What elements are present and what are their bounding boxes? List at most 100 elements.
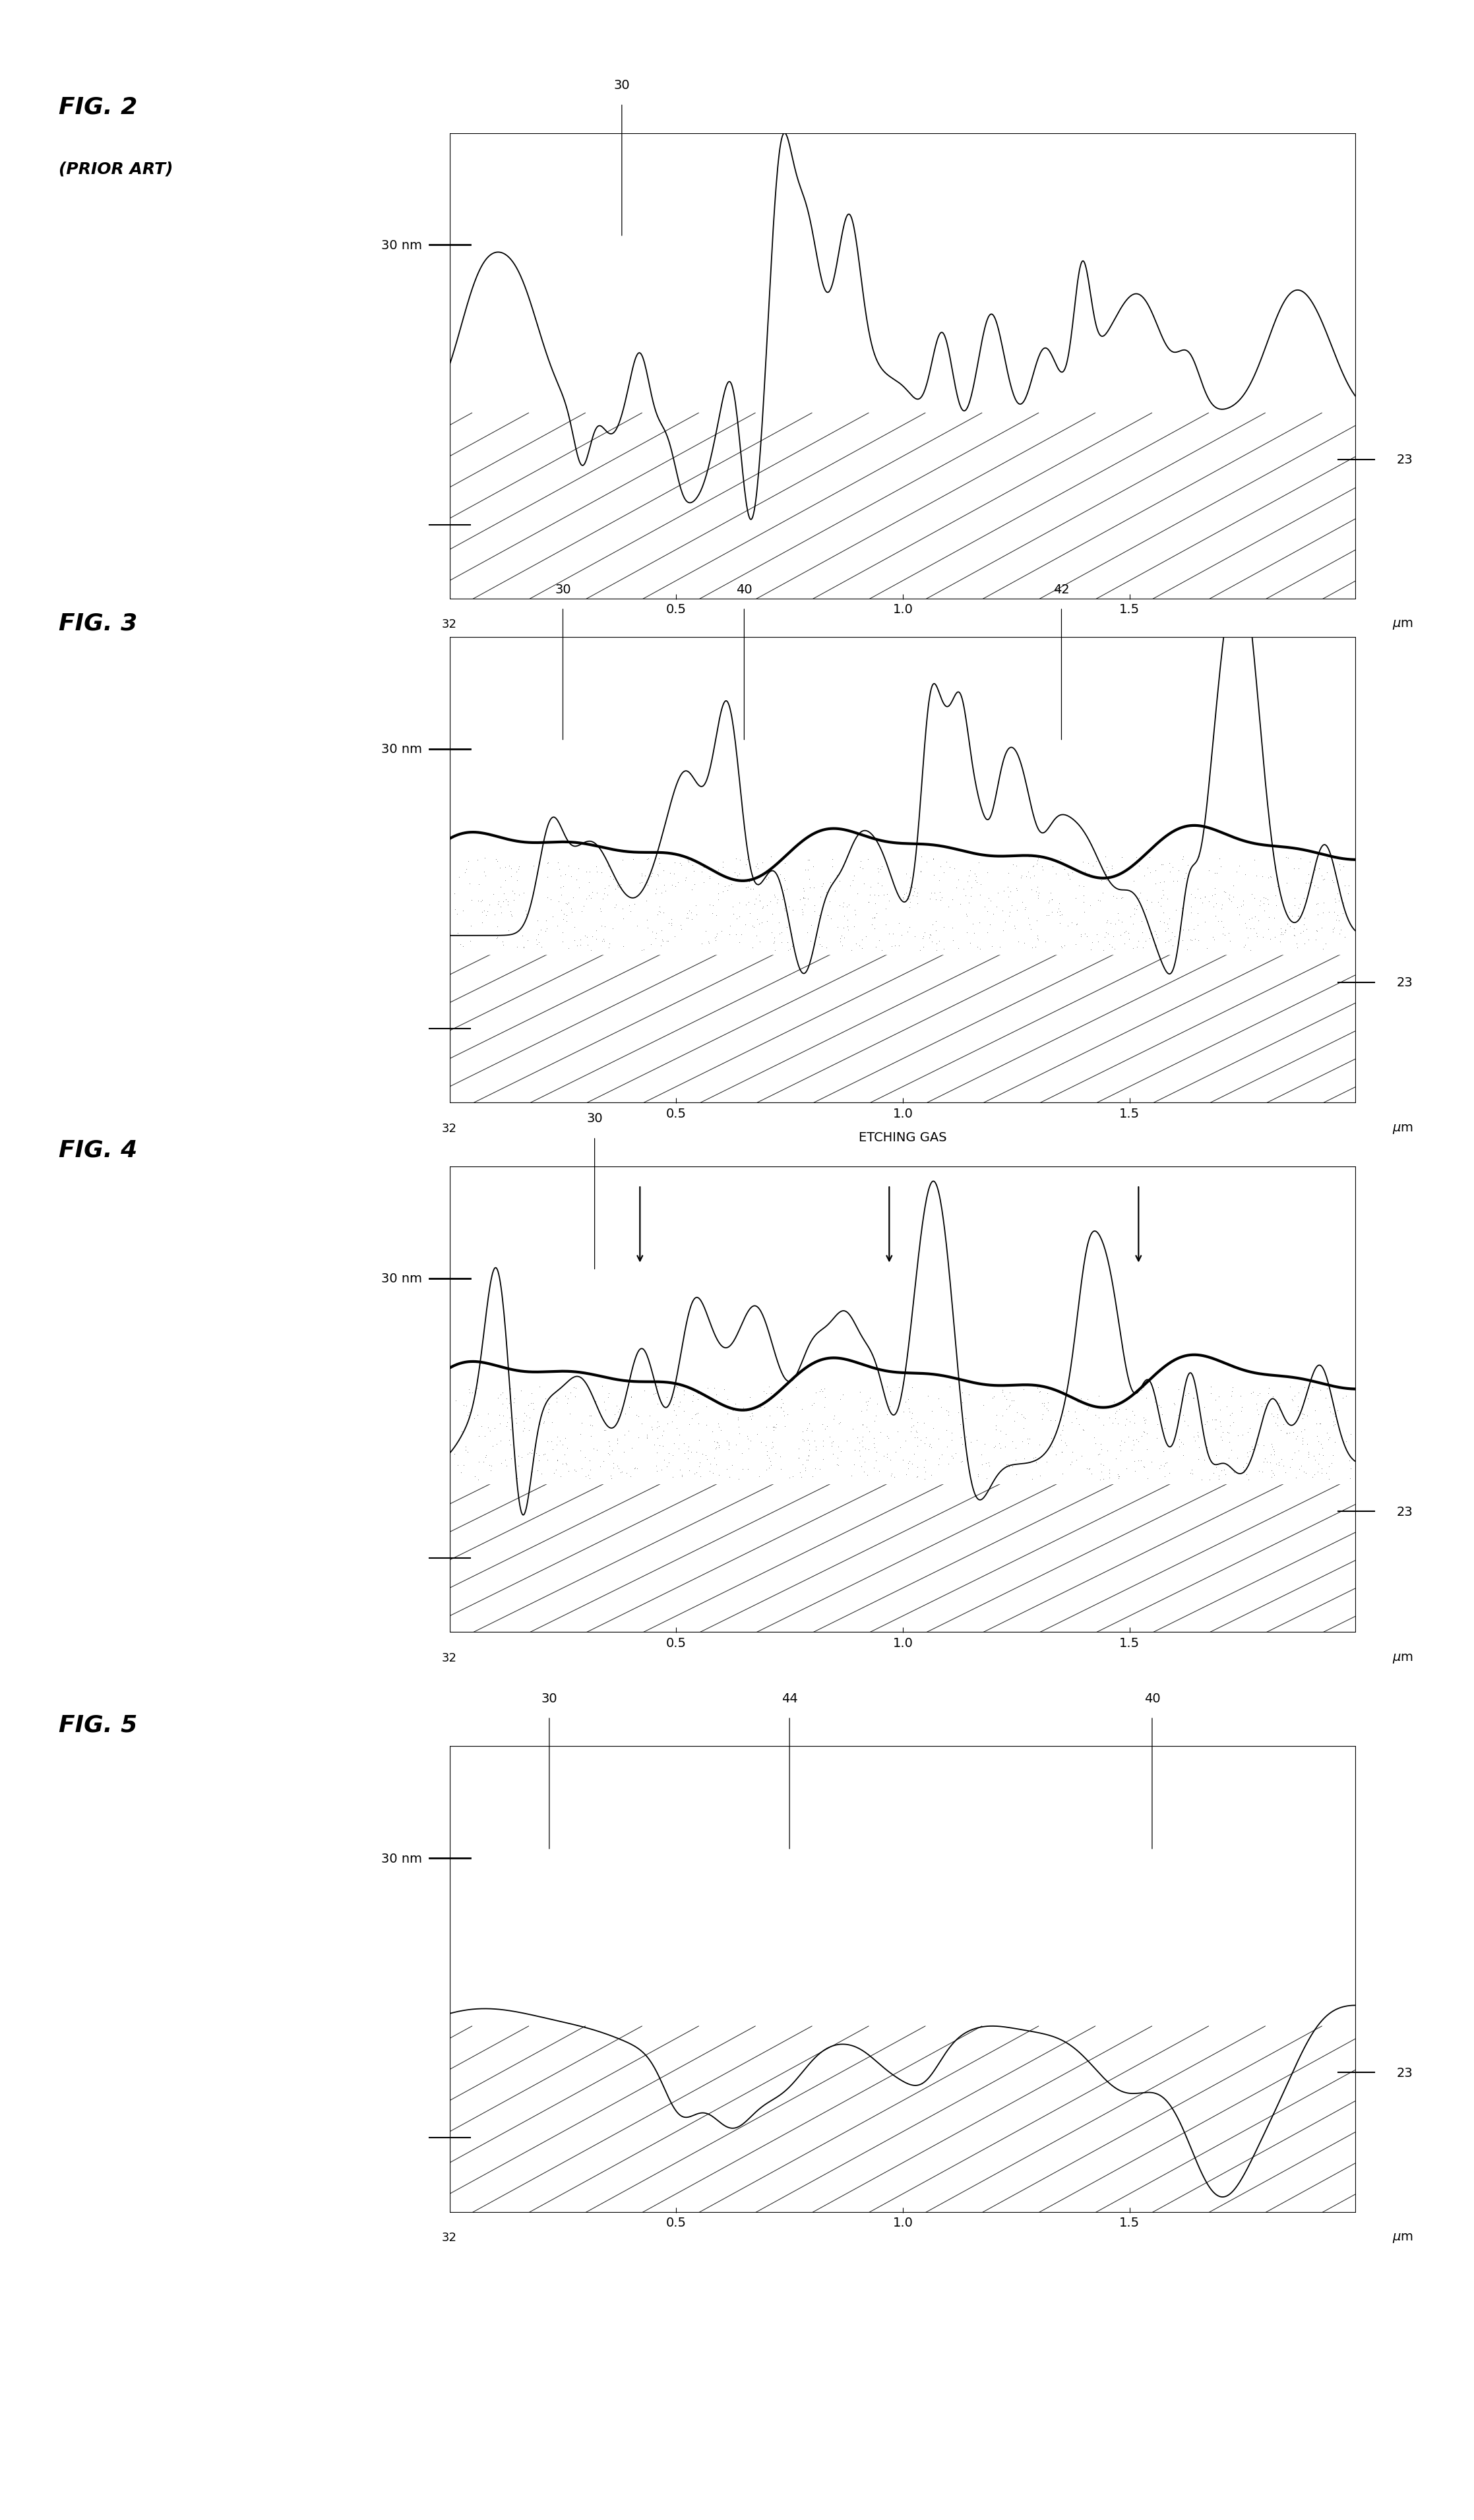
Point <box>755 1406 778 1446</box>
Point <box>793 1449 817 1489</box>
Point <box>1122 1421 1145 1462</box>
Point <box>1008 857 1032 897</box>
Point <box>682 839 706 879</box>
Point <box>684 885 708 925</box>
Point <box>1021 1439 1045 1479</box>
Point <box>728 897 752 937</box>
Point <box>1070 1378 1094 1419</box>
Point <box>761 912 784 953</box>
Point <box>1139 882 1163 922</box>
Point <box>895 877 918 917</box>
Point <box>747 882 771 922</box>
Point <box>652 1439 675 1479</box>
Point <box>1222 1452 1246 1492</box>
Point <box>1321 842 1344 882</box>
Point <box>759 837 783 877</box>
Point <box>736 1449 759 1489</box>
Point <box>967 1454 991 1494</box>
Point <box>1287 1431 1310 1472</box>
Point <box>588 1446 612 1487</box>
Point <box>1107 1457 1131 1497</box>
Point <box>1241 1429 1265 1469</box>
Point <box>705 1429 728 1469</box>
Point <box>1113 1404 1136 1444</box>
Point <box>883 925 907 965</box>
Point <box>811 1404 834 1444</box>
Point <box>1274 912 1297 953</box>
Point <box>893 1381 917 1421</box>
Point <box>662 1378 685 1419</box>
Point <box>1276 905 1300 945</box>
Point <box>1303 1454 1327 1494</box>
Point <box>563 920 587 960</box>
Point <box>1150 844 1173 885</box>
Point <box>1041 1426 1064 1467</box>
Point <box>1072 874 1095 915</box>
Point <box>616 1366 640 1406</box>
Point <box>694 910 718 950</box>
Point <box>1253 1439 1276 1479</box>
Point <box>1198 1366 1222 1406</box>
Point <box>479 1446 503 1487</box>
Point <box>898 857 921 897</box>
Point <box>497 882 520 922</box>
Point <box>511 1411 535 1452</box>
Point <box>1218 1406 1241 1446</box>
Point <box>1260 1376 1284 1416</box>
Point <box>1156 910 1179 950</box>
Point <box>1113 925 1136 965</box>
Point <box>612 925 635 965</box>
Point <box>535 1439 559 1479</box>
Point <box>843 890 867 930</box>
Point <box>850 1421 874 1462</box>
Point <box>609 864 632 905</box>
Point <box>520 1431 544 1472</box>
Point <box>929 847 952 887</box>
Point <box>761 1406 784 1446</box>
Point <box>901 874 924 915</box>
Point <box>685 1373 709 1414</box>
Point <box>501 872 525 912</box>
Point <box>1154 1441 1178 1482</box>
Point <box>905 872 929 912</box>
Point <box>1303 1391 1327 1431</box>
Point <box>649 925 672 965</box>
Point <box>1002 1381 1026 1421</box>
Point <box>457 1368 481 1409</box>
Point <box>892 879 915 920</box>
Point <box>1279 1439 1303 1479</box>
Point <box>1128 877 1151 917</box>
Point <box>820 1426 843 1467</box>
Point <box>1166 862 1190 902</box>
Point <box>1160 912 1184 953</box>
Point <box>662 854 685 895</box>
Point <box>808 925 831 965</box>
Point <box>545 907 569 948</box>
Point <box>1058 1444 1082 1484</box>
Point <box>475 1436 498 1477</box>
Point <box>862 897 886 937</box>
Point <box>593 874 616 915</box>
Point <box>840 1457 864 1497</box>
Point <box>1038 879 1061 920</box>
Point <box>716 1378 740 1419</box>
Point <box>1052 1424 1076 1464</box>
Point <box>765 1404 789 1444</box>
Point <box>1016 852 1039 892</box>
Point <box>677 1439 700 1479</box>
Point <box>923 874 946 915</box>
Point <box>951 1383 974 1424</box>
Point <box>867 920 890 960</box>
Point <box>1185 869 1209 910</box>
Point <box>696 1368 719 1409</box>
Point <box>821 1434 845 1474</box>
Point <box>1306 912 1330 953</box>
Point <box>1048 902 1072 942</box>
Point <box>796 1439 820 1479</box>
Point <box>507 847 531 887</box>
Point <box>578 1441 601 1482</box>
Point <box>1257 897 1281 937</box>
Point <box>1024 872 1048 912</box>
Point <box>1235 1454 1259 1494</box>
Point <box>1123 1404 1147 1444</box>
